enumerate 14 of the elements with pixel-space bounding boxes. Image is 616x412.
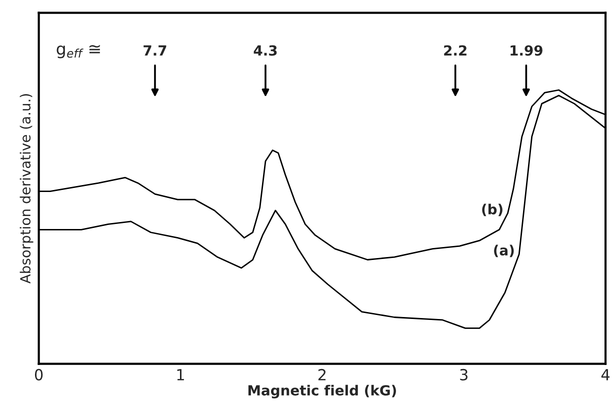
- y-axis-title: Absorption derivative (a.u.): [20, 94, 34, 284]
- text: 4.3: [254, 45, 277, 56]
- text: g$_{eff}$ ≅: [56, 44, 100, 58]
- x-tick-label: 0: [34, 368, 43, 380]
- text: 2.2: [444, 45, 466, 56]
- x-tick-label: 4: [601, 369, 610, 380]
- x-axis-title: Magnetic field (kG): [248, 384, 396, 398]
- x-tick-label: 3: [460, 368, 468, 380]
- series-label: (b): [482, 204, 502, 216]
- x-tick-label: 1: [177, 369, 184, 380]
- series-label: (a): [494, 244, 514, 258]
- text: 1.99: [510, 45, 542, 56]
- text: 7.7: [144, 45, 166, 56]
- x-tick-label: 2: [318, 368, 326, 380]
